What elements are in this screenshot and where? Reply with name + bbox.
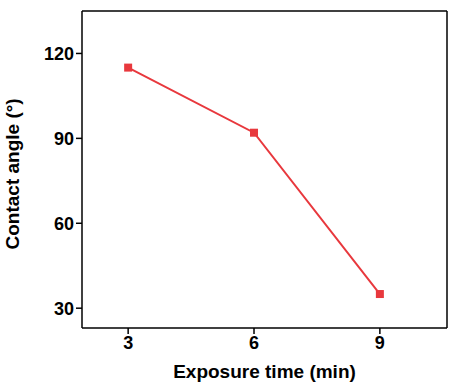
svg-text:30: 30 [54,299,74,319]
svg-text:120: 120 [44,44,74,64]
svg-text:Exposure time (min): Exposure time (min) [173,361,356,382]
svg-text:6: 6 [249,333,259,353]
svg-text:Contact angle (°): Contact angle (°) [2,98,23,249]
svg-text:90: 90 [54,129,74,149]
svg-text:3: 3 [123,333,133,353]
svg-text:60: 60 [54,214,74,234]
svg-text:9: 9 [375,333,385,353]
